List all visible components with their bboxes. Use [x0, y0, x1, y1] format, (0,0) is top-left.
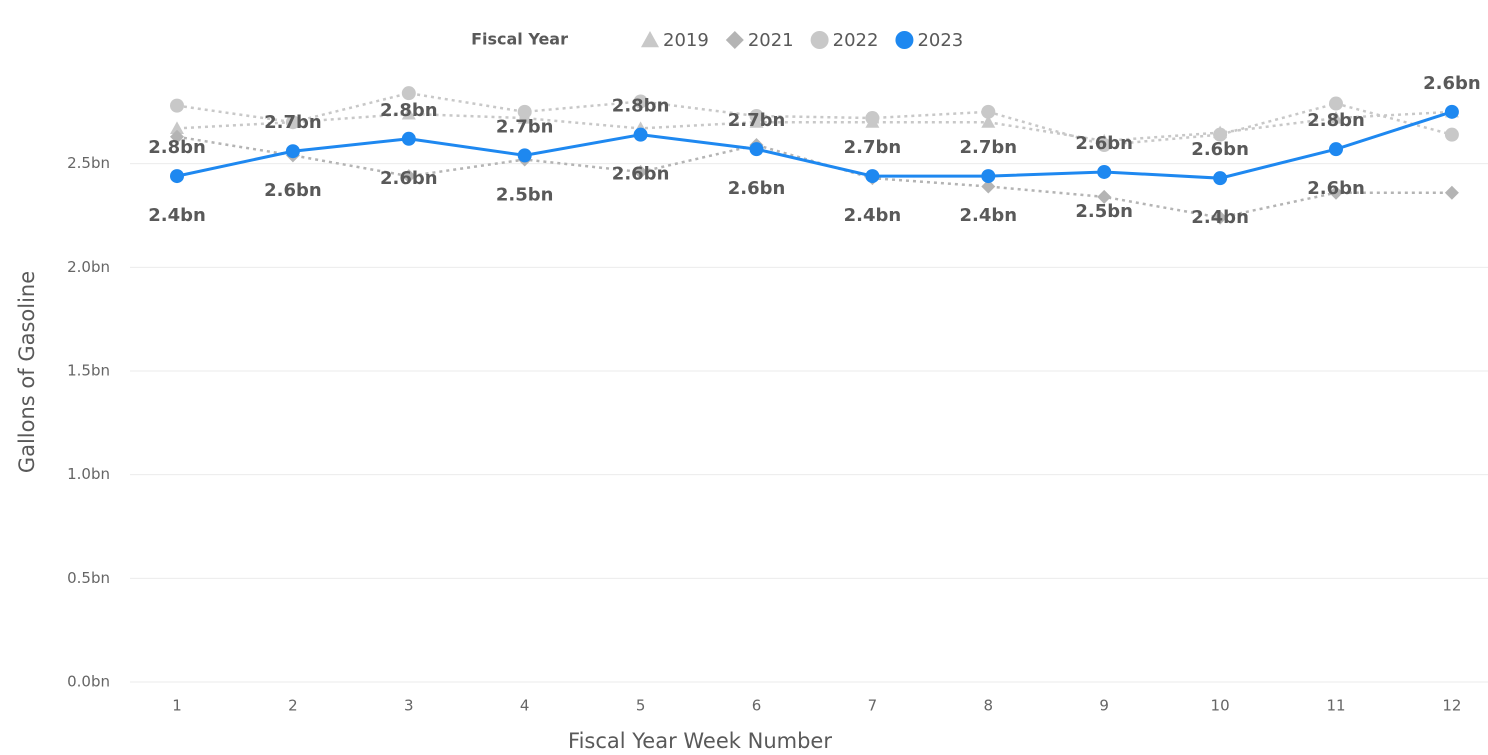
marker — [285, 115, 300, 130]
marker — [401, 131, 416, 146]
y-axis-title: Gallons of Gasoline — [15, 271, 39, 473]
data-label: 2.6bn — [1307, 178, 1365, 199]
legend-item: 2023 — [895, 30, 963, 51]
data-label: 2.6bn — [264, 180, 322, 201]
marker — [865, 111, 880, 126]
data-label: 2.7bn — [960, 137, 1018, 158]
legend-item: 2019 — [641, 30, 709, 51]
x-tick-label: 11 — [1326, 697, 1345, 715]
data-label: 2.6bn — [380, 168, 438, 189]
marker — [633, 127, 648, 142]
legend-label: 2022 — [833, 30, 879, 51]
marker — [401, 86, 416, 101]
data-label: 2.7bn — [264, 112, 322, 133]
series-line — [176, 110, 1452, 143]
y-tick-label: 2.5bn — [67, 154, 110, 172]
marker — [895, 31, 914, 49]
marker — [981, 179, 996, 194]
data-label: 2.8bn — [148, 137, 206, 158]
marker — [1444, 127, 1459, 142]
marker — [1329, 96, 1343, 111]
marker — [1444, 185, 1459, 200]
legend-item: 2022 — [810, 30, 879, 51]
marker — [749, 108, 764, 123]
marker — [1097, 164, 1112, 179]
x-tick-label: 8 — [984, 697, 994, 715]
data-label: 2.8bn — [1307, 110, 1365, 131]
x-axis-title: Fiscal Year Week Number — [568, 729, 832, 751]
legend-label: 2023 — [917, 30, 963, 51]
legend-item: 2021 — [725, 30, 794, 51]
legend-label: 2021 — [748, 30, 794, 51]
marker — [810, 31, 829, 49]
y-tick-label: 1.0bn — [67, 465, 110, 483]
data-label: 2.4bn — [1191, 207, 1249, 228]
marker — [1097, 189, 1112, 204]
series-line — [176, 110, 1453, 180]
data-label: 2.6bn — [728, 178, 786, 199]
series-line — [176, 91, 1453, 147]
y-tick-label: 2.0bn — [67, 258, 110, 276]
data-label: 2.6bn — [1191, 139, 1249, 160]
marker — [401, 169, 416, 184]
data-label: 2.7bn — [844, 137, 902, 158]
marker — [1213, 171, 1228, 186]
x-tick-label: 2 — [288, 697, 298, 715]
data-label: 2.6bn — [1423, 73, 1481, 94]
marker — [981, 169, 996, 184]
marker — [981, 104, 996, 119]
data-label: 2.8bn — [612, 96, 670, 117]
legend-label: 2019 — [663, 30, 709, 51]
marker — [401, 106, 416, 120]
data-label: 2.4bn — [148, 205, 206, 226]
marker — [1444, 104, 1459, 119]
x-tick-label: 12 — [1442, 697, 1461, 715]
x-tick-label: 10 — [1211, 697, 1230, 715]
data-label: 2.5bn — [1075, 201, 1133, 222]
marker — [517, 104, 532, 119]
y-tick-label: 0.0bn — [67, 673, 110, 691]
data-label: 2.5bn — [496, 184, 554, 205]
legend-title: Fiscal Year — [471, 30, 568, 49]
marker — [170, 169, 184, 184]
x-tick-label: 1 — [172, 697, 182, 715]
x-tick-label: 4 — [520, 697, 530, 715]
marker — [1097, 138, 1112, 153]
data-label: 2.6bn — [1075, 133, 1133, 154]
marker — [865, 169, 880, 184]
x-tick-label: 3 — [404, 697, 414, 715]
data-label: 2.7bn — [728, 110, 786, 131]
data-label: 2.7bn — [496, 116, 554, 137]
data-label: 2.4bn — [844, 205, 902, 226]
marker — [1329, 111, 1343, 124]
marker — [633, 164, 648, 179]
data-label: 2.6bn — [612, 164, 670, 185]
marker — [641, 31, 659, 48]
marker — [725, 31, 744, 49]
marker — [1213, 210, 1228, 225]
x-tick-label: 6 — [752, 697, 762, 715]
marker — [517, 148, 532, 163]
marker — [1329, 185, 1343, 200]
y-tick-label: 0.5bn — [67, 569, 110, 587]
marker — [633, 94, 648, 109]
y-tick-label: 1.5bn — [67, 362, 110, 380]
marker — [981, 115, 996, 128]
marker — [1213, 127, 1228, 142]
series-line — [176, 135, 1452, 219]
x-tick-label: 9 — [1099, 697, 1109, 715]
marker — [170, 98, 184, 113]
x-tick-label: 5 — [636, 697, 646, 715]
marker — [170, 121, 184, 135]
marker — [285, 144, 300, 159]
x-tick-label: 7 — [868, 697, 878, 715]
marker — [749, 142, 764, 157]
marker — [170, 129, 184, 144]
marker — [1329, 142, 1343, 157]
data-label: 2.8bn — [380, 100, 438, 121]
data-label: 2.4bn — [960, 205, 1018, 226]
